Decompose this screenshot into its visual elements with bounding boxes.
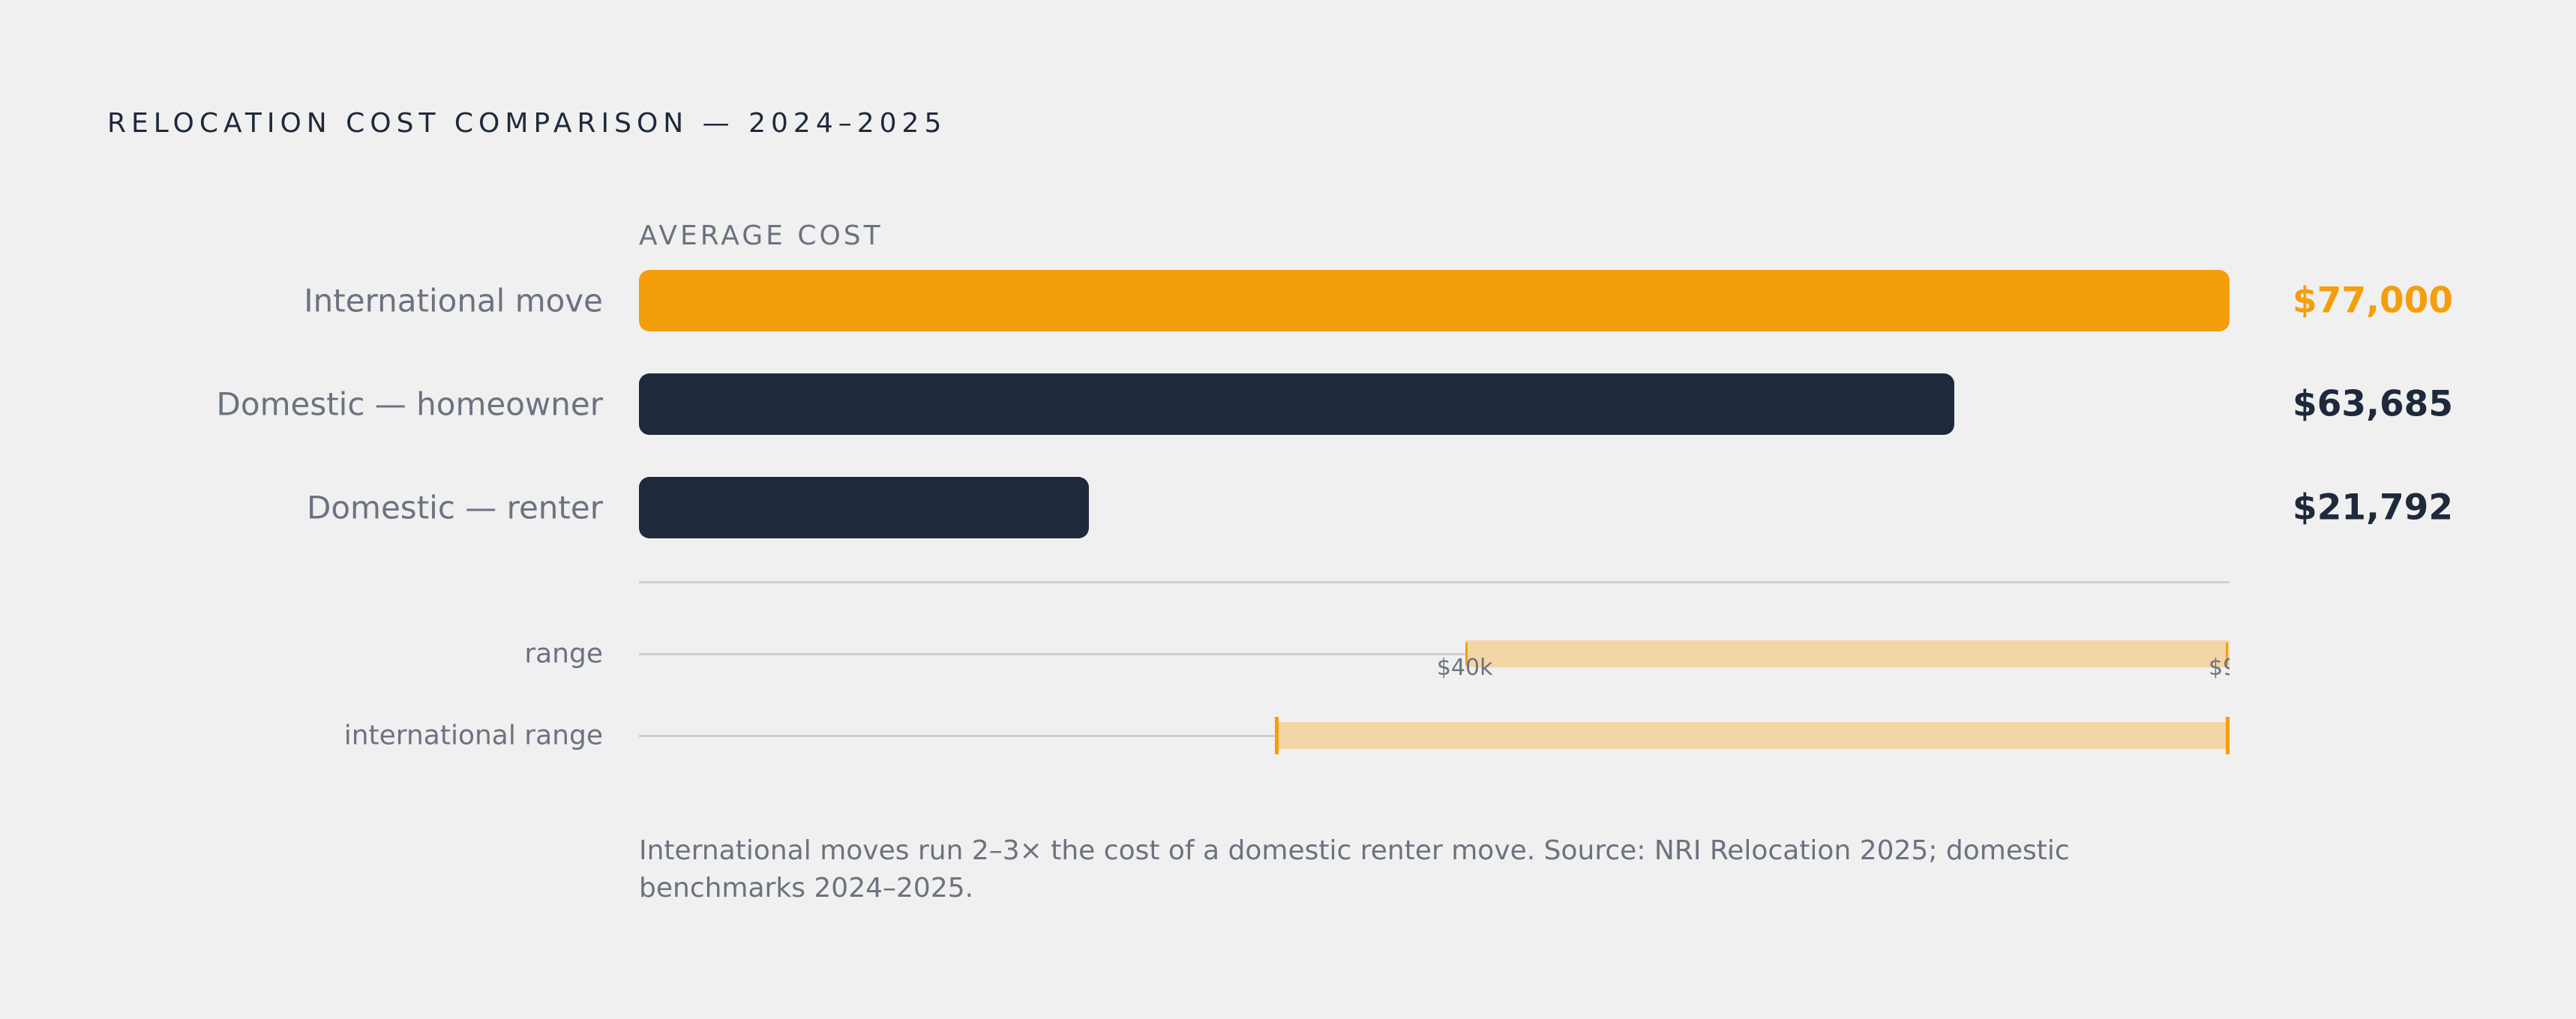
chart-title: RELOCATION COST COMPARISON — 2024–2025 — [107, 108, 947, 139]
value-label: $77,000 — [2293, 280, 2454, 322]
category-label: International move — [304, 282, 603, 319]
value-label: $63,685 — [2293, 383, 2454, 425]
axis-label: AVERAGE COST — [639, 220, 883, 251]
range-band — [1275, 722, 2230, 749]
range-label: international range — [343, 720, 603, 751]
range-high-cap — [2226, 717, 2230, 754]
range-band — [1465, 640, 2230, 667]
range-tick-label: $40k — [1436, 655, 1493, 681]
bar — [639, 373, 1955, 435]
range-track — [639, 653, 2230, 655]
range-tick-label: $9 — [2209, 655, 2230, 681]
value-label: $21,792 — [2293, 487, 2454, 529]
range-low-cap — [1465, 643, 1468, 665]
divider — [639, 581, 2230, 583]
bar — [639, 477, 1090, 538]
range-low-cap — [1275, 717, 1279, 754]
category-label: Domestic — renter — [307, 489, 603, 526]
range-high-cap — [2226, 643, 2228, 665]
bar — [639, 270, 2230, 331]
category-label: Domestic — homeowner — [216, 385, 603, 423]
footnote: International moves run 2–3× the cost of… — [639, 835, 2070, 904]
range-label: range — [524, 638, 603, 670]
